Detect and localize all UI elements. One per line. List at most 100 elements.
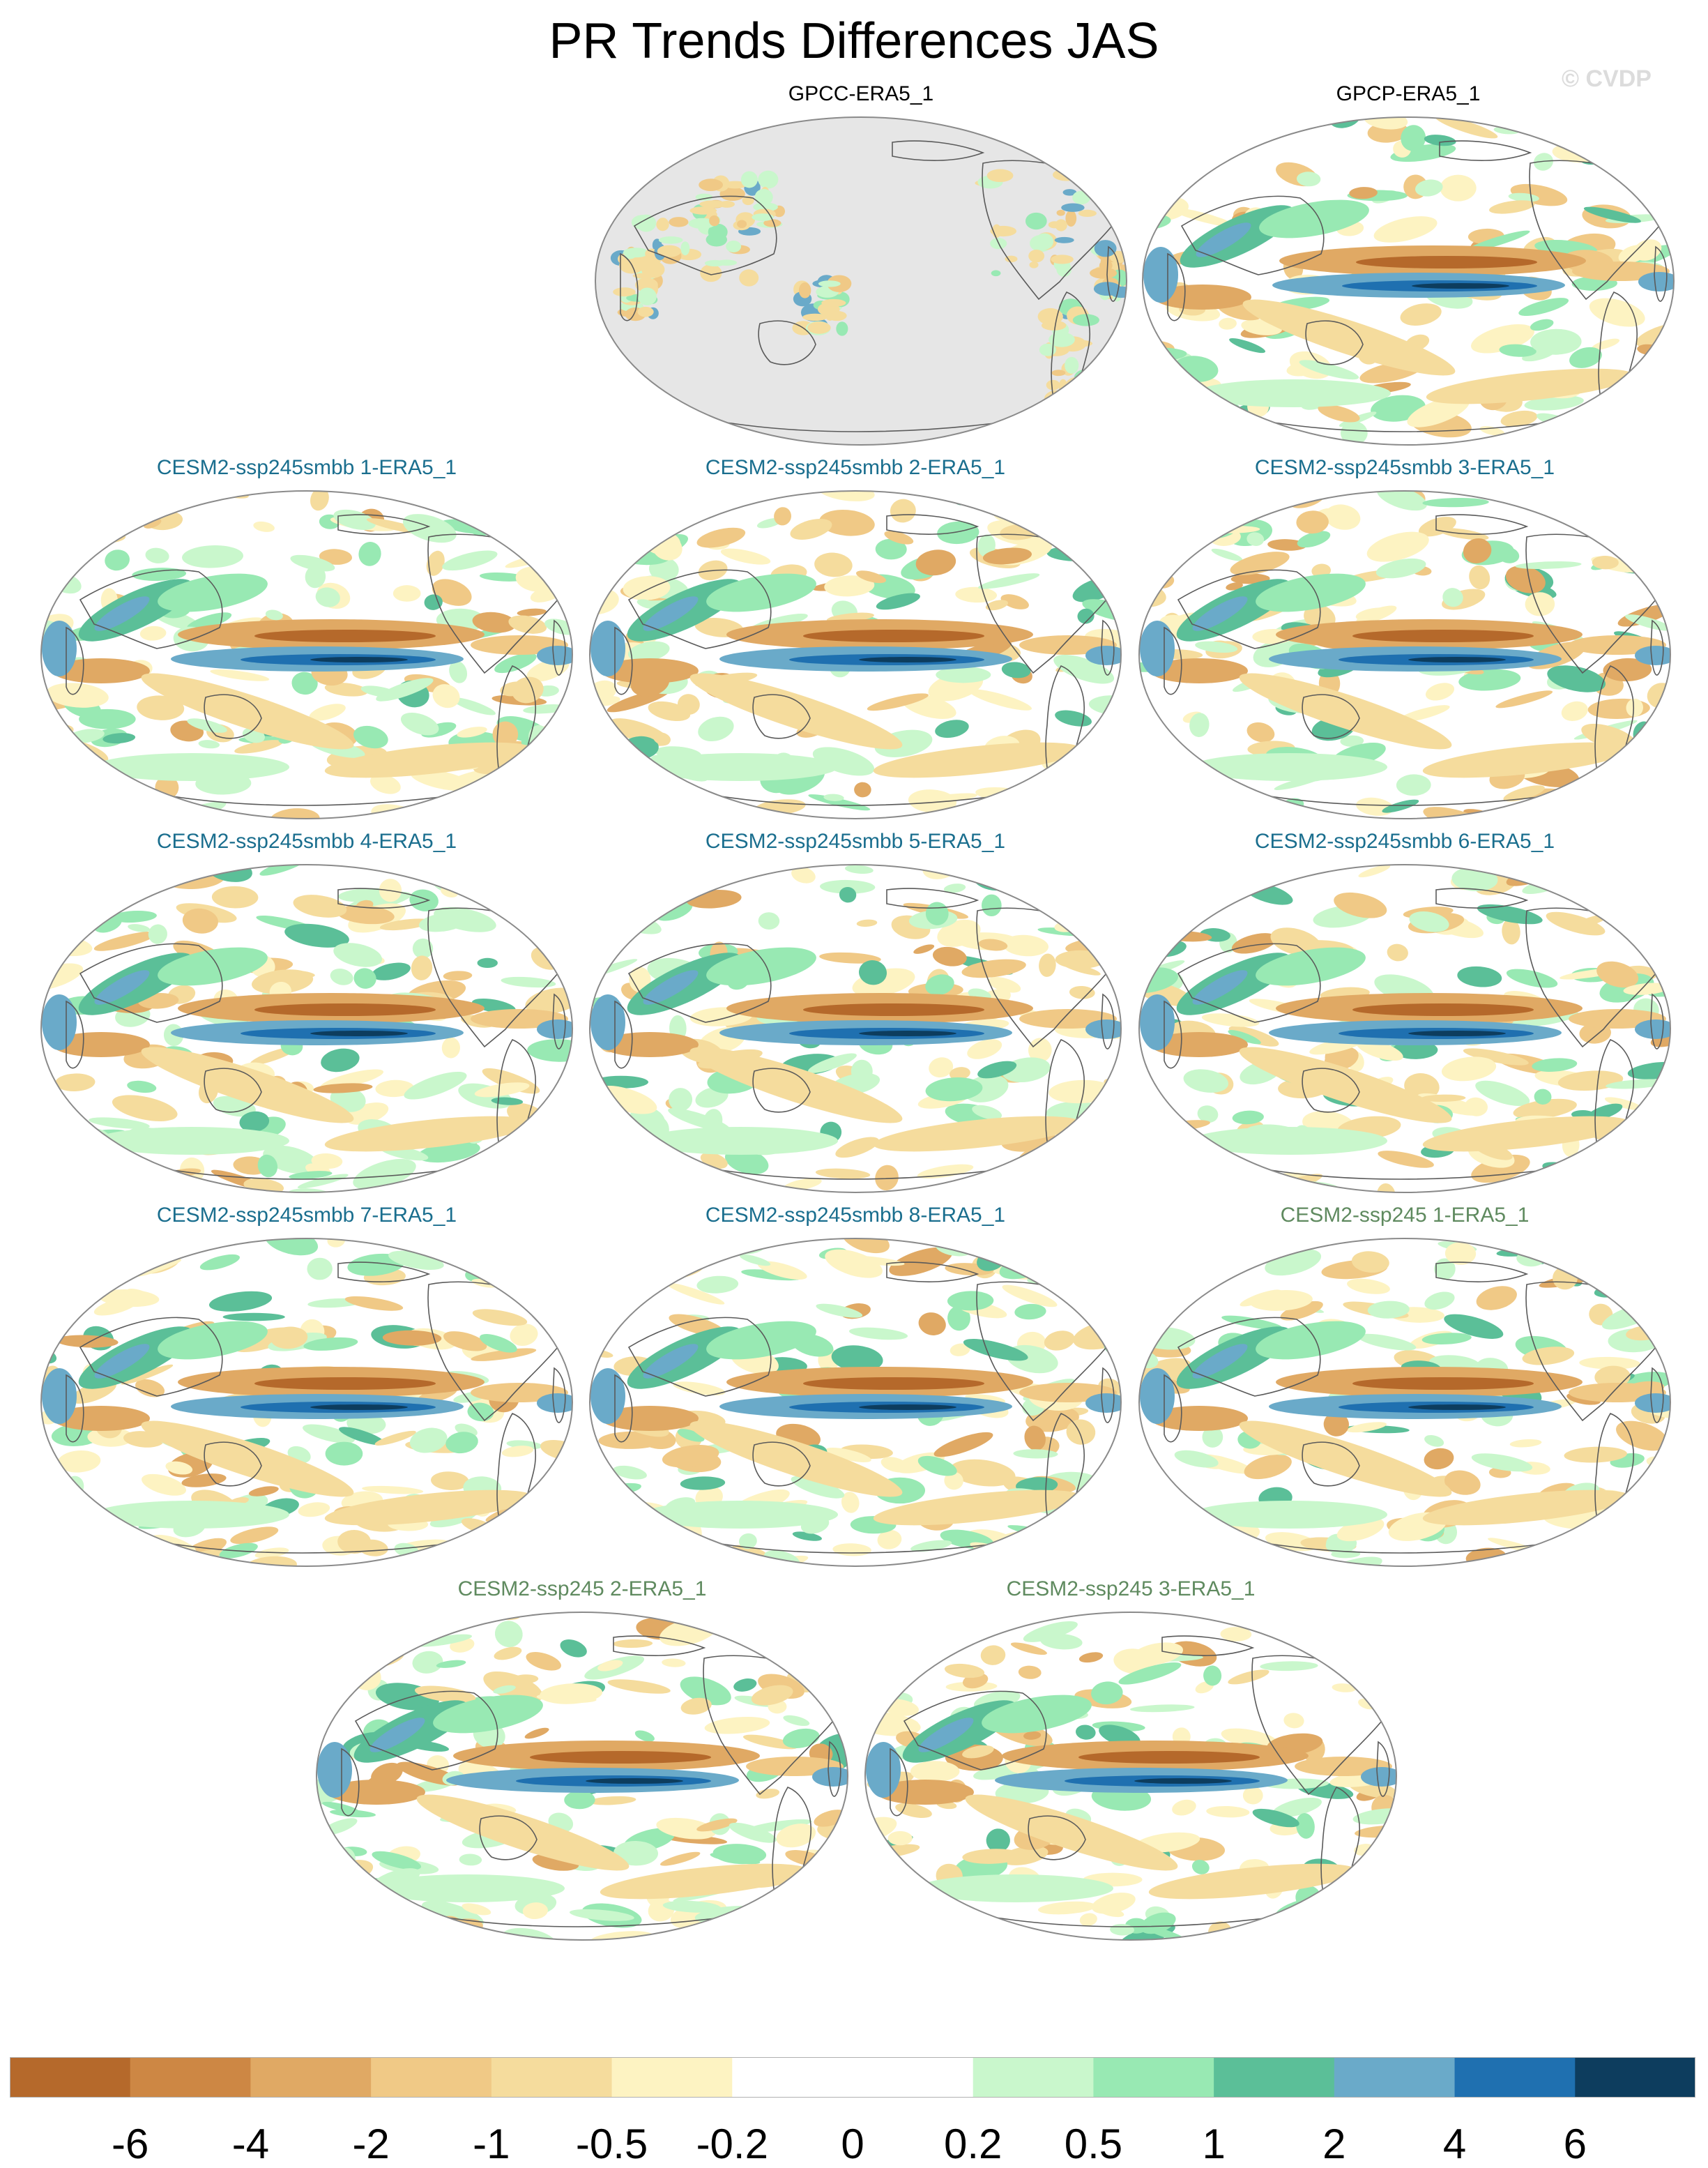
anomaly-patch bbox=[472, 612, 517, 633]
coastline bbox=[1177, 569, 1321, 649]
itcz-dry-core bbox=[1352, 1003, 1534, 1016]
spcz-dry bbox=[141, 673, 354, 750]
coastline bbox=[552, 993, 566, 1049]
western-edge-wet bbox=[866, 1742, 901, 1798]
anomaly-patch bbox=[1000, 594, 1029, 609]
anomaly-patch bbox=[729, 1822, 777, 1843]
anomaly-patch bbox=[819, 952, 881, 964]
anomaly-patch bbox=[1409, 911, 1449, 932]
anomaly-patch bbox=[1398, 705, 1450, 722]
anomaly-patch bbox=[912, 1612, 938, 1621]
anomaly-patch bbox=[317, 1666, 354, 1691]
colorbar-swatch bbox=[973, 2057, 1094, 2098]
anomaly-patch bbox=[877, 1529, 902, 1549]
anomaly-patch bbox=[1080, 1529, 1121, 1542]
coastline bbox=[717, 420, 1012, 432]
coastline bbox=[1435, 888, 1529, 909]
anomaly-patch bbox=[1108, 874, 1121, 898]
anomaly-patch bbox=[1197, 1526, 1230, 1540]
anomaly-patch bbox=[1062, 962, 1101, 976]
anomaly-patch bbox=[503, 1508, 561, 1530]
land-anomaly-patch bbox=[836, 321, 848, 336]
land-anomaly-patch bbox=[1029, 261, 1039, 268]
anomaly-patch bbox=[363, 1934, 381, 1940]
land-anomaly-patch bbox=[829, 311, 847, 321]
land-anomaly-patch bbox=[1005, 255, 1018, 263]
southern-wet bbox=[94, 1501, 289, 1529]
anomaly-patch bbox=[758, 912, 780, 930]
anomaly-patch bbox=[790, 1928, 823, 1940]
coastline bbox=[66, 1000, 84, 1069]
coastline bbox=[1028, 1815, 1086, 1860]
anomaly-patch bbox=[962, 1849, 1023, 1864]
anomaly-patch bbox=[988, 976, 1021, 993]
coastline bbox=[1435, 1261, 1529, 1282]
anomaly-patch bbox=[510, 1324, 538, 1347]
land-anomaly-patch bbox=[1061, 203, 1085, 212]
anomaly-patch bbox=[344, 1296, 404, 1311]
anomaly-patch bbox=[454, 1931, 472, 1940]
world-map bbox=[1138, 1238, 1671, 1567]
atlantic-wet bbox=[1635, 1393, 1670, 1413]
anomaly-patch bbox=[527, 1039, 572, 1062]
anomaly-patch bbox=[656, 1817, 717, 1840]
anomaly-patch bbox=[372, 962, 411, 980]
anomaly-patch bbox=[494, 1621, 523, 1648]
anomaly-patch bbox=[1599, 149, 1659, 166]
anomaly-patch bbox=[1257, 1612, 1324, 1625]
anomaly-patch bbox=[443, 1331, 487, 1351]
anomaly-patch bbox=[1415, 179, 1443, 197]
monsoon-band-core bbox=[1196, 222, 1251, 257]
anomaly-patch bbox=[937, 919, 981, 947]
anomaly-patch bbox=[1626, 543, 1645, 557]
north-pacific-wet bbox=[982, 1695, 1092, 1734]
anomaly-patch bbox=[841, 1238, 890, 1254]
indian-ocean-dry bbox=[52, 658, 150, 683]
land-anomaly-patch bbox=[1077, 406, 1095, 416]
anomaly-patch bbox=[362, 1485, 424, 1494]
anomaly-patch bbox=[880, 1457, 909, 1473]
land-anomaly-patch bbox=[1065, 210, 1077, 227]
anomaly-patch bbox=[41, 741, 61, 759]
anomaly-patch bbox=[1352, 1808, 1396, 1825]
anomaly-patch bbox=[1164, 540, 1182, 560]
panel-title: GPCC-ERA5_1 bbox=[788, 82, 934, 105]
north-pacific-wet bbox=[433, 1695, 543, 1734]
coastline bbox=[1261, 1168, 1555, 1180]
anomaly-patch bbox=[1042, 881, 1064, 900]
colorbar-tick-label: 2 bbox=[1322, 2121, 1346, 2167]
land-anomaly-patch bbox=[740, 171, 758, 188]
anomaly-patch bbox=[1323, 1412, 1349, 1437]
anomaly-patch bbox=[887, 1830, 913, 1846]
anomaly-patch bbox=[756, 1789, 780, 1799]
anomaly-patch bbox=[954, 1927, 1014, 1940]
coastline bbox=[633, 195, 777, 275]
anomaly-patch bbox=[823, 794, 844, 801]
anomaly-patch bbox=[182, 545, 244, 568]
anomaly-patch bbox=[269, 808, 320, 819]
coastline bbox=[354, 1690, 498, 1771]
anomaly-patch bbox=[1206, 1805, 1250, 1818]
equatorial-wet-peak bbox=[1408, 1031, 1506, 1036]
anomaly-patch bbox=[145, 547, 169, 563]
anomaly-patch bbox=[1018, 1665, 1042, 1679]
anomaly-patch bbox=[802, 1932, 844, 1940]
anomaly-patch bbox=[1609, 1162, 1668, 1172]
anomaly-patch bbox=[211, 886, 259, 909]
colorbar-swatch bbox=[250, 2057, 372, 2098]
anomaly-patch bbox=[1010, 1642, 1047, 1655]
anomaly-patch bbox=[494, 1554, 547, 1566]
anomaly-patch bbox=[522, 1902, 548, 1920]
anomaly-patch bbox=[881, 1626, 913, 1646]
anomaly-patch bbox=[102, 733, 136, 744]
anomaly-patch bbox=[41, 515, 81, 541]
anomaly-patch bbox=[702, 491, 754, 505]
anomaly-patch bbox=[436, 1660, 466, 1668]
anomaly-patch bbox=[1392, 1040, 1438, 1059]
anomaly-patch bbox=[782, 1728, 820, 1748]
anomaly-patch bbox=[613, 1639, 653, 1648]
anomaly-patch bbox=[94, 1159, 139, 1178]
land-anomaly-patch bbox=[656, 218, 669, 232]
map-border bbox=[40, 1238, 573, 1567]
anomaly-patch bbox=[865, 1930, 910, 1940]
